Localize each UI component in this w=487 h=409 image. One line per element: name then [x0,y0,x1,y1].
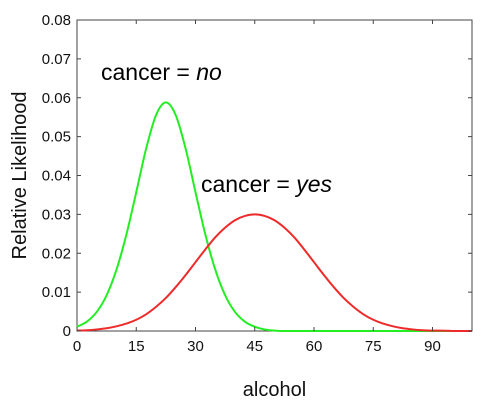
annotation-no-value: no [196,59,222,85]
series-line-cancer-yes [76,213,472,333]
y-tick-label: 0.06 [42,90,71,107]
annotation-yes-prefix: cancer = [201,171,296,197]
x-tick-label: 90 [424,338,441,355]
annotation-yes-value: yes [294,171,332,197]
series-line-cancer-no [76,101,472,333]
x-tick-label: 60 [306,338,323,355]
ticks-layer: 0 15 30 45 60 75 90 0 0.01 0.02 0.03 0.04 0.05 0.06 0.… [42,12,472,355]
y-tick-label: 0.07 [42,51,71,68]
y-tick-label: 0.08 [42,12,71,29]
y-tick-label: 0.05 [42,129,71,146]
plot-area: 0 15 30 45 60 75 90 0 0.01 0.02 0.03 0.04 0.05 0.06 0.… [42,12,473,355]
series-layer [76,101,472,333]
x-tick-label: 45 [246,338,263,355]
x-tick-label: 75 [365,338,382,355]
x-tick-label: 0 [73,338,81,355]
annotation-cancer-yes: cancer = yes [201,171,333,197]
y-tick-label: 0 [63,323,71,340]
annotation-cancer-no: cancer = no [101,59,222,85]
y-tick-label: 0.02 [42,245,71,262]
y-tick-label: 0.04 [42,168,71,185]
y-tick-label: 0.01 [42,284,71,301]
x-tick-label: 15 [128,338,145,355]
y-tick-label: 0.03 [42,206,71,223]
x-tick-label: 30 [187,338,204,355]
annotation-no-prefix: cancer = [101,59,196,85]
y-axis-title: Relative Likelihood [9,92,31,260]
x-axis-title: alcohol [243,379,306,401]
